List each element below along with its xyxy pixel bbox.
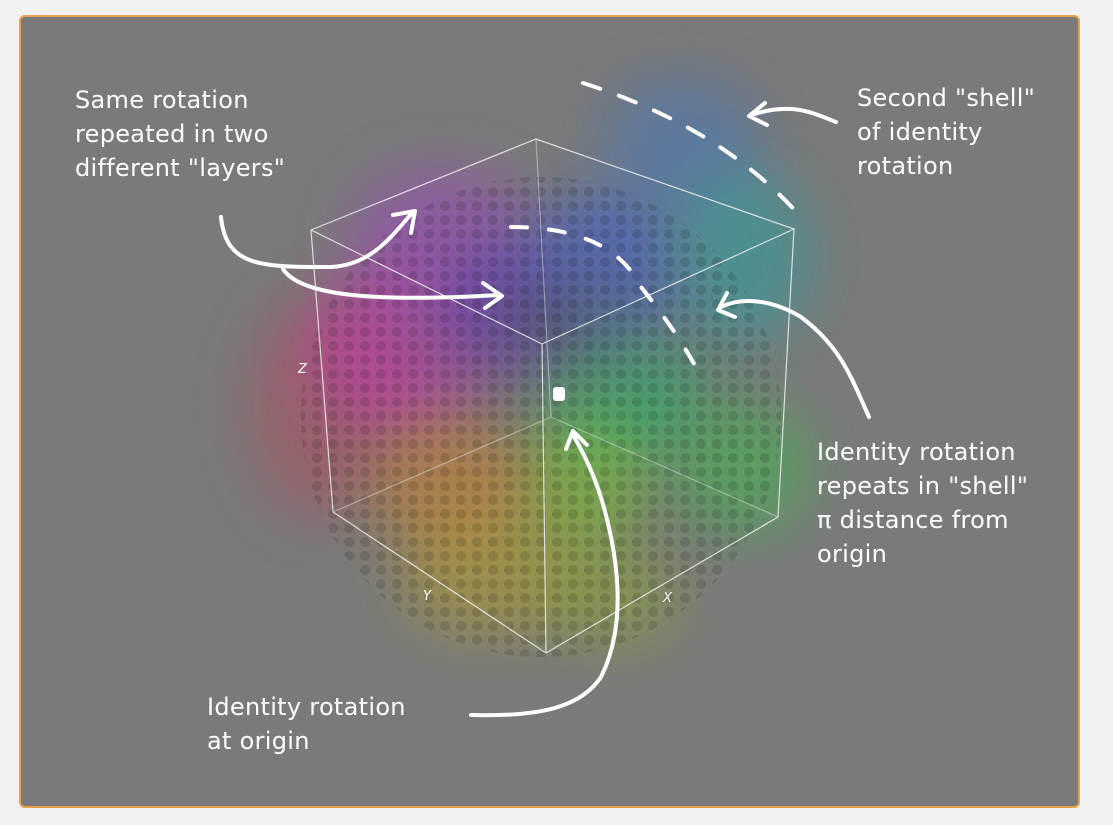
x-axis-label: X [663, 591, 672, 606]
rotation-color-cloud [251, 77, 811, 657]
arrow-layers-upper-head [391, 209, 417, 235]
arrow-shell-pi [719, 299, 871, 419]
annotation-layers: Same rotation repeated in two different … [75, 86, 286, 182]
figure-frame: Z Y X Same rotation repeated in two diff… [19, 15, 1080, 808]
cube-edge [310, 229, 334, 513]
rotation-space-diagram [219, 77, 871, 718]
arrow-layers-lower [281, 267, 501, 300]
y-axis-label: Y [423, 589, 431, 604]
cube-edge [541, 343, 547, 654]
outer-shell-dashed-arc [581, 81, 803, 219]
shell-dashes [509, 81, 803, 379]
arrow-layers-lower-head [481, 281, 504, 310]
cube-hidden-edge [332, 416, 552, 513]
cube-edge [332, 511, 547, 654]
cube-hidden-edge [550, 416, 779, 518]
arrow-shell-pi-head [716, 291, 737, 319]
annotation-origin: Identity rotation at origin [207, 693, 406, 755]
origin-marker [553, 387, 565, 401]
arrow-second-shell [749, 106, 838, 124]
cube-edge [545, 516, 779, 654]
arrow-origin-head [564, 429, 589, 451]
cube-hidden-edge [535, 138, 552, 418]
arrow-origin [469, 433, 620, 718]
arrow-second-shell-head [747, 101, 769, 127]
annotation-arrows [219, 101, 871, 718]
arrow-layers-upper [219, 210, 415, 269]
annotation-shell-pi: Identity rotation repeats in "shell" π d… [817, 438, 1029, 568]
inner-shell-dashed-arc [509, 225, 703, 379]
cube-edge [777, 228, 795, 518]
cube-wireframe [310, 138, 796, 654]
z-axis-label: Z [298, 362, 307, 377]
annotation-second-shell: Second "shell" of identity rotation [857, 84, 1036, 180]
